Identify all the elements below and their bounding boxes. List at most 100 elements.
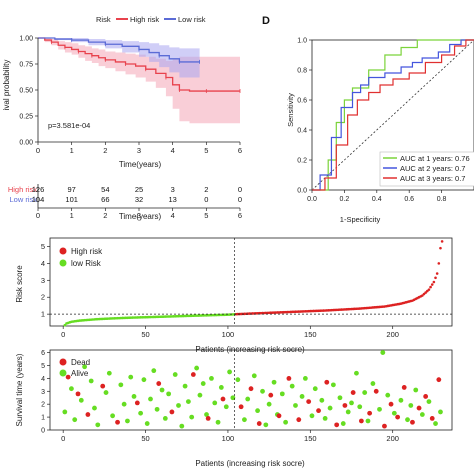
survtime-point-dead	[324, 379, 330, 385]
survtime-point-alive	[242, 417, 247, 423]
km-y-tick-label: 0.75	[19, 62, 33, 69]
roc-ylabel: Sensitivity	[286, 93, 295, 127]
survtime-point-dead	[115, 419, 120, 425]
risk-table-cell: 0	[238, 185, 242, 194]
riskscore-legend-dot-high	[59, 247, 67, 255]
survtime-point-dead	[316, 408, 321, 414]
survtime-point-dead	[65, 374, 71, 380]
survtime-point-alive	[88, 378, 94, 384]
survtime-point-alive	[138, 410, 144, 416]
survtime-panel: 0 50 100 150 200 0 1 2 3 4 5 6 Survival time (years…	[15, 349, 453, 468]
survtime-point-alive	[426, 399, 432, 405]
survtime-point-alive	[380, 350, 386, 355]
survtime-point-dead	[358, 418, 364, 424]
km-x-tick-label: 4	[171, 146, 175, 155]
survtime-point-alive	[212, 400, 218, 406]
risk-table-cell: 0	[204, 195, 208, 204]
km-legend-title: Risk	[96, 15, 111, 24]
survtime-y-tick-label: 6	[41, 350, 45, 357]
survtime-point-dead	[423, 394, 429, 399]
survtime-plot-area: 0 50 100 150 200 0 1 2 3 4 5 6	[41, 349, 453, 443]
risk-table-xlabel: Time(years)	[119, 212, 162, 221]
km-x-tick-label: 1	[70, 146, 74, 155]
survtime-point-dead	[296, 417, 302, 423]
survtime-y-tick-label: 3	[41, 389, 45, 396]
km-y-tick-label: 1.00	[19, 36, 33, 43]
survtime-point-alive	[327, 405, 333, 411]
roc-y-tick-label: 0.8	[297, 68, 307, 75]
survtime-point-alive	[260, 388, 265, 394]
risk-table-row-label-high: High risk	[8, 185, 37, 194]
survtime-y-tick-label: 1	[41, 415, 45, 422]
risk-table-x-tick-label: 1	[70, 211, 74, 220]
survtime-point-alive	[263, 422, 269, 428]
roc-legend-label-3: AUC at 3 years: 0.7	[400, 174, 465, 183]
roc-y-tick-label: 0.0	[297, 188, 307, 195]
roc-curve-2	[312, 39, 474, 191]
survtime-point-dead	[256, 421, 262, 426]
riskscore-y-tick-label: 3	[41, 276, 45, 285]
survtime-point-alive	[162, 415, 168, 421]
riskscore-plot-area: 0 50 100 150 200 1 2 3 4 5	[41, 237, 453, 339]
risk-table-cell: 101	[65, 195, 78, 204]
survtime-point-alive	[362, 390, 368, 395]
survtime-point-alive	[176, 403, 181, 408]
km-y-tick-label: 0.00	[19, 140, 33, 147]
survtime-point-alive	[223, 404, 229, 410]
survtime-point-dead	[395, 414, 401, 420]
riskscore-legend-low-label: low Risk	[71, 259, 102, 268]
km-x-tick-label: 0	[36, 146, 40, 155]
risk-table-x-tick-label: 5	[204, 211, 208, 220]
survtime-point-alive	[69, 386, 74, 392]
survtime-point-dead	[85, 412, 91, 417]
riskscore-y-tick-label: 4	[41, 259, 45, 268]
risk-table-cell: 0	[238, 195, 242, 204]
survtime-point-alive	[354, 370, 359, 376]
km-ci-band-1	[38, 38, 200, 78]
survtime-point-alive	[385, 392, 391, 398]
riskscore-x-tick-label: 200	[386, 330, 399, 339]
survtime-point-alive	[283, 419, 288, 425]
survtime-point-dead	[134, 400, 140, 406]
survtime-point-dead	[382, 423, 387, 429]
roc-y-tick-label: 0.2	[297, 158, 307, 165]
survtime-point-alive	[189, 414, 195, 420]
survtime-point-dead	[416, 405, 422, 411]
risk-table-x-tick-label: 0	[36, 211, 40, 220]
riskscore-y-tick-label: 2	[41, 293, 45, 302]
survtime-point-dead	[373, 388, 379, 394]
survtime-point-alive	[78, 397, 84, 403]
km-pvalue: p=3.581e-04	[48, 121, 90, 130]
survtime-point-dead	[306, 399, 312, 405]
survtime-point-alive	[230, 395, 236, 401]
riskscore-x-tick-label: 100	[222, 330, 235, 339]
survtime-x-tick-label: 50	[141, 434, 149, 443]
survtime-frame	[49, 349, 453, 431]
roc-legend-label-2: AUC at 2 years: 0.7	[400, 164, 465, 173]
survtime-y-tick-label: 0	[41, 428, 45, 435]
survtime-point-alive	[271, 379, 277, 385]
riskscore-point-high	[429, 285, 432, 289]
survtime-y-tick-label: 4	[41, 376, 45, 383]
survtime-point-alive	[299, 394, 305, 399]
survtime-point-alive	[179, 423, 185, 429]
survtime-point-alive	[166, 391, 172, 397]
km-legend-low-label: Low risk	[178, 15, 206, 24]
survtime-point-alive	[365, 418, 371, 424]
roc-x-tick-label: 0.8	[437, 196, 447, 203]
riskscore-xlabel: Patients (increasing risk socre)	[195, 345, 305, 354]
riskscore-point-low	[63, 323, 67, 327]
riskscore-legend-high-label: High risk	[71, 247, 103, 256]
survtime-legend-dot-dead	[59, 358, 67, 366]
survtime-point-alive	[185, 399, 191, 405]
survtime-point-alive	[433, 421, 438, 426]
km-y-tick-label: 0.25	[19, 114, 33, 121]
survtime-point-alive	[197, 392, 203, 398]
risk-table-cell: 2	[204, 185, 208, 194]
riskscore-x-tick-label: 0	[61, 330, 65, 339]
survtime-point-alive	[95, 422, 101, 428]
survtime-point-alive	[255, 408, 260, 414]
survtime-point-alive	[398, 397, 404, 403]
survtime-point-alive	[337, 395, 343, 401]
